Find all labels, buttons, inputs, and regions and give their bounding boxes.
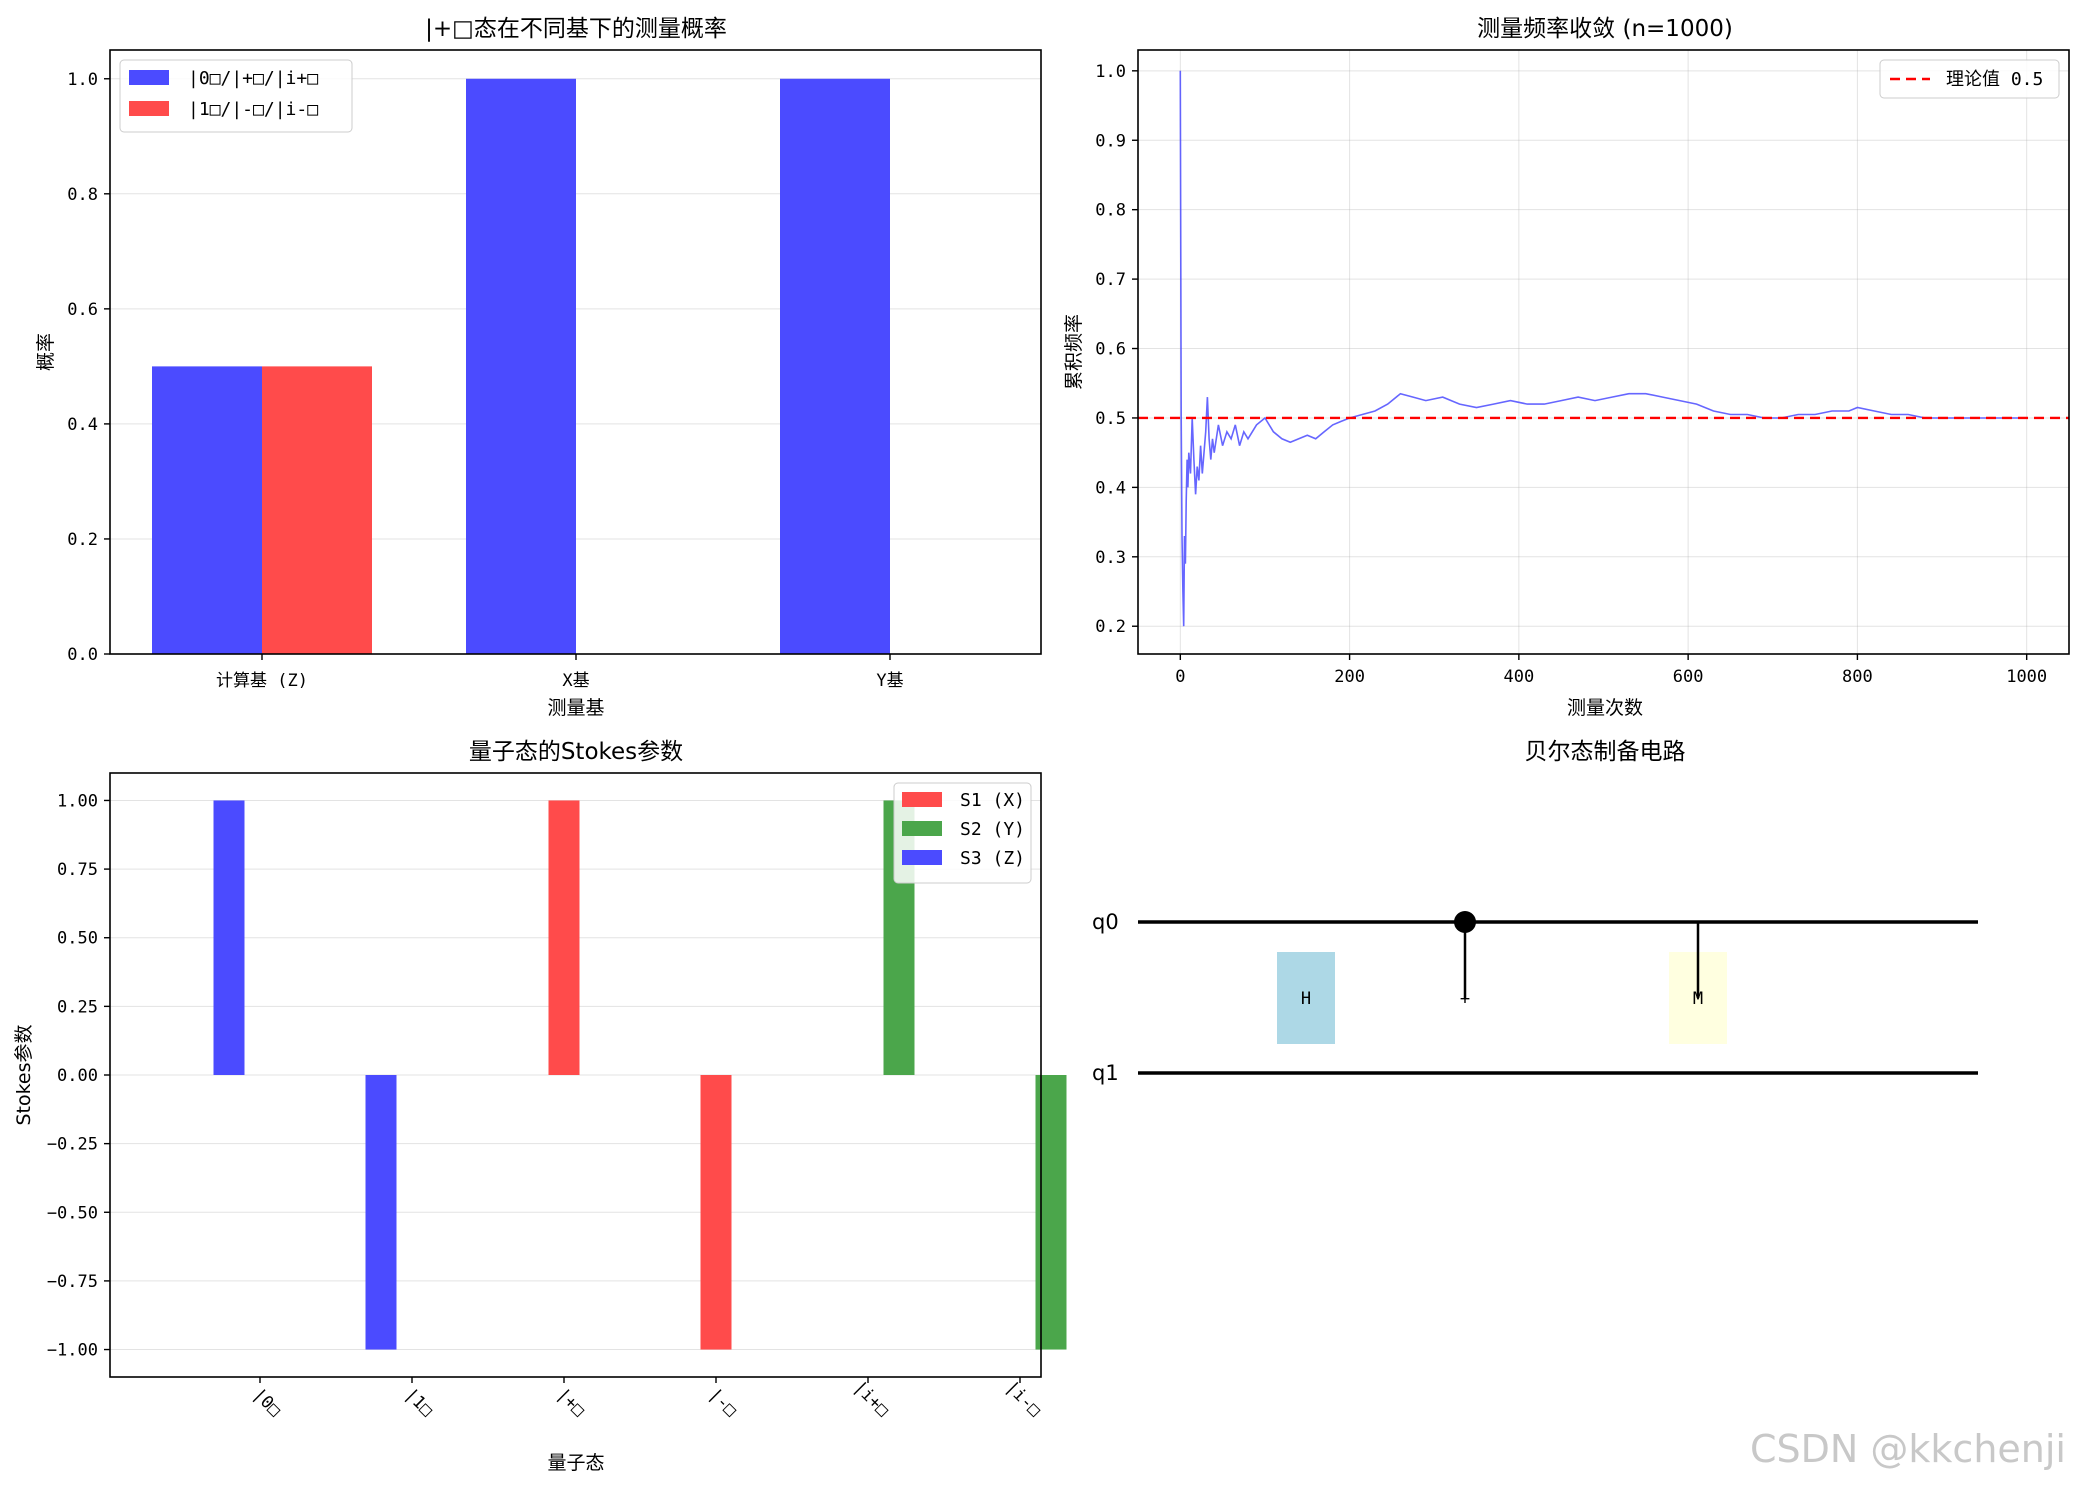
y-tick-label: 0.9 bbox=[1095, 131, 1126, 151]
y-tick-label: 0.8 bbox=[67, 185, 98, 205]
y-tick-label: 1.0 bbox=[1095, 62, 1126, 82]
cnot-target-label: + bbox=[1460, 989, 1470, 1009]
x-axis-label: 测量次数 bbox=[1567, 697, 1643, 719]
legend-swatch-1 bbox=[129, 101, 169, 116]
chart-title: 测量频率收敛 (n=1000) bbox=[1477, 16, 1733, 42]
bars bbox=[152, 78, 890, 654]
qubit-label-q1: q1 bbox=[1092, 1061, 1119, 1085]
watermark: CSDN @kkchenji bbox=[1750, 1427, 2066, 1471]
chart-title: 贝尔态制备电路 bbox=[1525, 739, 1686, 765]
y-tick-label: 0.6 bbox=[67, 300, 98, 320]
y-tick-label: 0.2 bbox=[67, 530, 98, 550]
bar-state-0 bbox=[466, 78, 576, 654]
legend-label-2: S3 (Z) bbox=[960, 848, 1025, 869]
y-axis-label: 概率 bbox=[35, 333, 57, 371]
legend-swatch-2 bbox=[902, 850, 942, 865]
y-tick-label: 1.00 bbox=[57, 791, 98, 811]
y-tick-label: −0.50 bbox=[47, 1203, 98, 1223]
measure-gate-label: M bbox=[1693, 989, 1703, 1009]
legend-swatch-1 bbox=[902, 821, 942, 836]
legend: 理论值 0.5 bbox=[1879, 59, 2060, 99]
bar-s1 bbox=[700, 1075, 732, 1350]
x-tick-label: |0□ bbox=[249, 1385, 285, 1421]
y-axis-label: 累积频率 bbox=[1063, 314, 1085, 390]
x-axis-label: 量子态 bbox=[547, 1452, 604, 1474]
legend-label-1: S2 (Y) bbox=[960, 819, 1025, 840]
y-tick-label: 0.5 bbox=[1095, 409, 1126, 429]
bar-s3 bbox=[365, 1075, 397, 1350]
legend: |0□/|+□/|i+□ |1□/|-□/|i-□ bbox=[119, 59, 353, 133]
x-tick-label: 600 bbox=[1673, 667, 1704, 687]
legend-swatch-0 bbox=[129, 70, 169, 85]
x-tick-label: 400 bbox=[1504, 667, 1535, 687]
x-tick-label: |i+□ bbox=[850, 1377, 894, 1421]
axis-ticks: 0.0 0.2 0.4 0.6 0.8 1.0 计算基 (Z) X基 Y基 bbox=[67, 70, 903, 691]
y-tick-label: 0.00 bbox=[57, 1066, 98, 1086]
y-tick-label: −0.25 bbox=[47, 1135, 98, 1155]
frequency-convergence-chart: 测量频率收敛 (n=1000) 0 200 400 600 800 10000.20.30… bbox=[1063, 16, 2070, 719]
bar-s1 bbox=[548, 800, 580, 1075]
bar-state-0 bbox=[780, 78, 890, 654]
bar-s2 bbox=[1035, 1075, 1067, 1350]
x-tick-label: |-□ bbox=[705, 1385, 741, 1421]
legend-swatch-0 bbox=[902, 792, 942, 807]
y-tick-label: 0.7 bbox=[1095, 270, 1126, 290]
h-gate-label: H bbox=[1301, 989, 1311, 1009]
h-gate-box bbox=[1277, 952, 1335, 1044]
stokes-bar-chart: 量子态的Stokes参数 −1.00 −0.75 −0.50 −0.25 0.00 0.2… bbox=[13, 739, 1067, 1474]
y-tick-label: 0.6 bbox=[1095, 340, 1126, 360]
bell-state-circuit: 贝尔态制备电路 q0 q1 H + M bbox=[1092, 739, 1978, 1085]
x-tick-label: |+□ bbox=[553, 1385, 589, 1421]
y-axis-label: Stokes参数 bbox=[13, 1024, 35, 1125]
cnot-control-dot bbox=[1454, 911, 1476, 933]
x-tick-label: 计算基 (Z) bbox=[216, 671, 308, 691]
legend: S1 (X) S2 (Y) S3 (Z) bbox=[893, 782, 1032, 884]
x-tick-label: |i-□ bbox=[1002, 1377, 1046, 1421]
series-line bbox=[1179, 70, 2027, 627]
probability-bar-chart: |+□态在不同基下的测量概率 0.0 0.2 0.4 0.6 0.8 1.0 计算基 (Z)… bbox=[35, 16, 1042, 719]
x-tick-label: X基 bbox=[562, 671, 589, 691]
bar-s3 bbox=[213, 800, 245, 1075]
y-tick-label: 0.4 bbox=[67, 415, 98, 435]
bar-state-1 bbox=[262, 366, 372, 654]
y-tick-label: 0.8 bbox=[1095, 201, 1126, 221]
chart-title: |+□态在不同基下的测量概率 bbox=[425, 16, 727, 42]
legend-label: 理论值 0.5 bbox=[1946, 69, 2043, 90]
x-tick-label: 0 bbox=[1175, 667, 1185, 687]
legend-label-0: |0□/|+□/|i+□ bbox=[188, 68, 318, 89]
y-tick-label: 0.75 bbox=[57, 860, 98, 880]
legend-label-1: |1□/|-□/|i-□ bbox=[188, 99, 318, 120]
legend-box bbox=[119, 59, 353, 133]
grid bbox=[1138, 50, 2069, 654]
y-tick-label: 0.3 bbox=[1095, 548, 1126, 568]
axis-ticks: 0 200 400 600 800 1000 0.2 0.3 0.4 0.5 0.6 0.7 0.8 0.… bbox=[1095, 62, 2047, 687]
x-tick-label: 1000 bbox=[2006, 667, 2047, 687]
y-tick-label: −1.00 bbox=[47, 1341, 98, 1361]
y-tick-label: 0.0 bbox=[67, 645, 98, 665]
x-tick-label: |1□ bbox=[401, 1385, 437, 1421]
y-tick-label: −0.75 bbox=[47, 1272, 98, 1292]
y-tick-label: 0.25 bbox=[57, 997, 98, 1017]
x-axis-label: 测量基 bbox=[547, 697, 604, 719]
x-tick-label: 200 bbox=[1334, 667, 1365, 687]
y-tick-label: 0.50 bbox=[57, 929, 98, 949]
qubit-label-q0: q0 bbox=[1092, 910, 1119, 934]
y-tick-label: 0.2 bbox=[1095, 617, 1126, 637]
legend-box bbox=[1879, 59, 2060, 99]
y-tick-label: 0.4 bbox=[1095, 478, 1126, 498]
x-tick-label: Y基 bbox=[876, 671, 903, 691]
plot-frame bbox=[1137, 49, 2070, 655]
chart-title: 量子态的Stokes参数 bbox=[469, 739, 683, 765]
y-tick-label: 1.0 bbox=[67, 70, 98, 90]
x-tick-label: 800 bbox=[1842, 667, 1873, 687]
legend-label-0: S1 (X) bbox=[960, 790, 1025, 811]
bar-state-0 bbox=[152, 366, 262, 654]
